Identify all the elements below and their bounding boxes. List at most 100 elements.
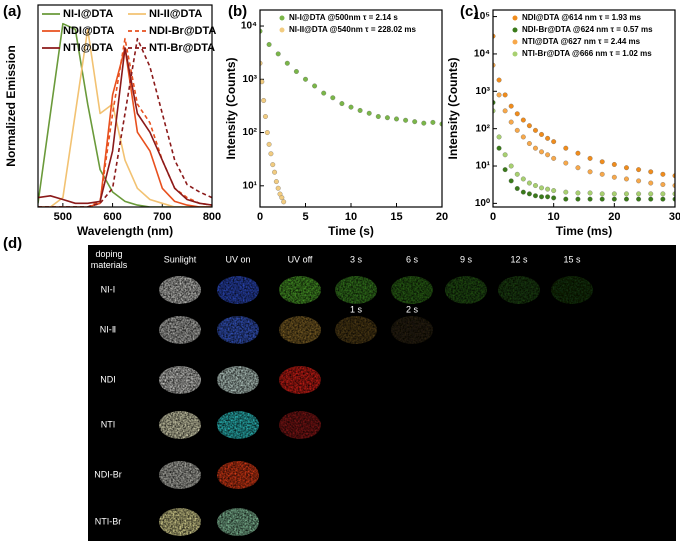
y-tick-label: 10⁰ <box>475 198 490 209</box>
data-point <box>520 117 526 123</box>
panel-label: (a) <box>3 3 21 20</box>
header-label: 6 s <box>406 254 419 264</box>
sample-photo <box>445 276 487 304</box>
data-point <box>575 165 581 171</box>
data-point <box>545 186 551 192</box>
data-point <box>268 151 274 157</box>
data-point <box>660 196 666 202</box>
data-point <box>403 117 409 123</box>
data-point <box>563 145 569 151</box>
data-point <box>330 95 336 101</box>
header-label: UV off <box>288 254 313 264</box>
legend-label: NDI@DTA @614 nm τ = 1.93 ms <box>522 13 642 22</box>
legend-label: NTI@DTA @627 nm τ = 2.44 ms <box>522 37 641 46</box>
data-point <box>575 150 581 156</box>
sample-photo <box>279 316 321 344</box>
legend-swatch <box>512 39 518 45</box>
header-label: 12 s <box>510 254 528 264</box>
data-point <box>563 189 569 195</box>
data-point <box>348 104 354 110</box>
data-point <box>611 174 617 180</box>
data-point <box>496 92 502 98</box>
row-label: NTI-Br <box>95 516 122 526</box>
plot-frame <box>492 9 676 208</box>
x-axis-label: Time (ms) <box>556 224 612 238</box>
data-point <box>508 178 514 184</box>
data-point <box>514 127 520 133</box>
header-label: 3 s <box>350 254 363 264</box>
data-point <box>539 131 544 137</box>
panel-label: (d) <box>3 235 22 252</box>
data-point <box>526 141 532 146</box>
sample-photo <box>498 276 540 304</box>
data-point <box>648 169 654 175</box>
series-line <box>38 47 212 206</box>
data-point <box>508 119 514 125</box>
data-point <box>545 152 551 158</box>
x-tick-label: 800 <box>203 211 221 223</box>
sample-photo <box>279 276 321 304</box>
sample-photo <box>159 366 201 394</box>
y-tick-label: 10⁴ <box>474 49 490 60</box>
data-point <box>375 114 381 119</box>
data-point <box>284 60 290 66</box>
sample-photo <box>159 461 201 489</box>
y-tick-label: 10⁴ <box>241 21 257 32</box>
x-tick-label: 20 <box>436 211 448 223</box>
data-point <box>636 196 642 202</box>
plot-frame <box>37 4 213 208</box>
sample-photo <box>159 316 201 344</box>
y-tick-label: 10³ <box>243 74 258 85</box>
panel-label: (c) <box>460 3 478 20</box>
data-point <box>611 191 617 197</box>
data-point <box>551 188 557 194</box>
data-point <box>430 119 436 125</box>
data-point <box>260 79 265 85</box>
sample-photo <box>217 276 259 304</box>
data-point <box>636 178 642 184</box>
data-point <box>394 116 399 122</box>
header-label: Sunlight <box>164 254 197 264</box>
data-point <box>514 171 520 177</box>
x-tick-label: 20 <box>608 211 620 223</box>
data-point <box>526 180 532 186</box>
data-point <box>624 196 629 202</box>
sample-photo <box>217 461 259 489</box>
data-point <box>366 110 372 116</box>
data-point <box>587 190 593 196</box>
sample-photo <box>551 276 593 304</box>
data-point <box>648 180 654 186</box>
plot-area <box>260 28 442 205</box>
legend-label: NTI-Br@DTA @666 nm τ = 1.02 ms <box>522 49 652 58</box>
data-point <box>660 171 666 177</box>
y-axis-label: Intensity (Counts) <box>446 58 460 160</box>
data-point <box>263 114 268 119</box>
data-point <box>412 119 418 125</box>
sample-photo <box>279 411 321 439</box>
data-point <box>270 162 276 168</box>
data-point <box>599 191 605 197</box>
header-label: UV on <box>225 254 250 264</box>
row-label: NI-Ⅱ <box>100 324 116 334</box>
data-point <box>624 165 629 171</box>
data-point <box>275 185 281 191</box>
row-label: NDI-Br <box>94 469 122 479</box>
panel-label: (b) <box>228 3 247 20</box>
data-point <box>281 199 287 205</box>
series-line <box>38 22 212 207</box>
header-label: 9 s <box>460 254 473 264</box>
x-axis-label: Wavelength (nm) <box>77 224 173 238</box>
data-point <box>421 120 427 126</box>
data-point <box>520 189 526 195</box>
data-point <box>611 196 617 202</box>
data-point <box>599 196 605 202</box>
time-label: 1 s <box>350 304 363 314</box>
data-point <box>533 145 538 151</box>
data-point <box>611 162 617 167</box>
y-tick-label: 10¹ <box>476 161 491 172</box>
y-tick-label: 10² <box>476 123 491 134</box>
sample-photo <box>159 508 201 536</box>
legend-label: NI-II@DTA <box>149 8 202 20</box>
